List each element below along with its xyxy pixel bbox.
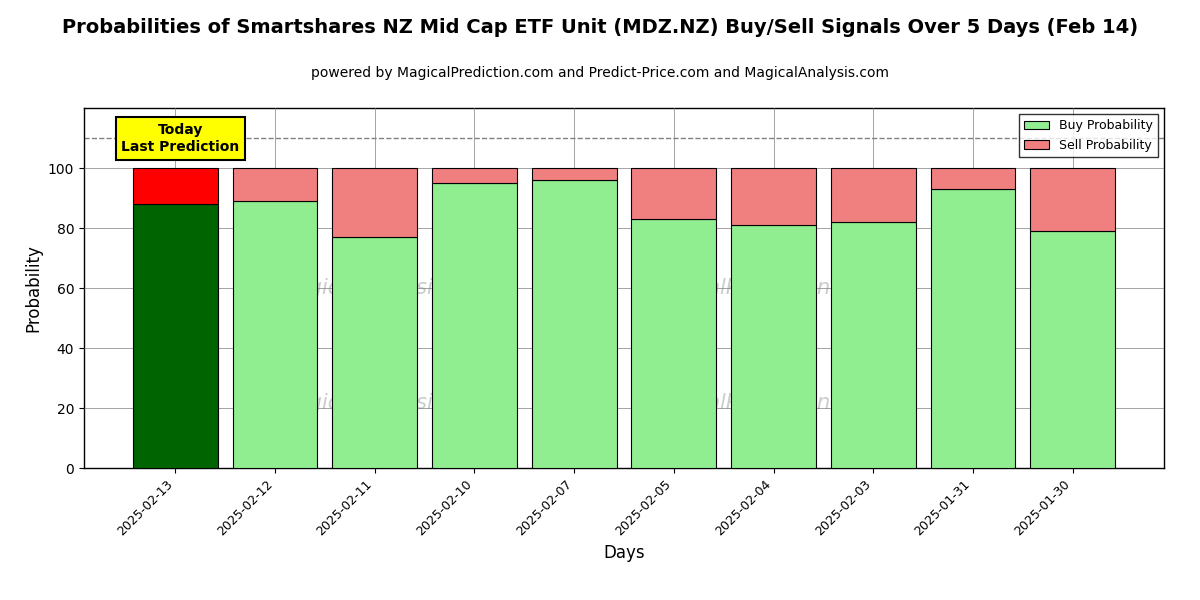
Bar bbox=[133, 168, 218, 204]
Text: Today
Last Prediction: Today Last Prediction bbox=[121, 123, 240, 154]
Text: MagicalAnalysis.com: MagicalAnalysis.com bbox=[278, 393, 494, 413]
Legend: Buy Probability, Sell Probability: Buy Probability, Sell Probability bbox=[1019, 114, 1158, 157]
Text: powered by MagicalPrediction.com and Predict-Price.com and MagicalAnalysis.com: powered by MagicalPrediction.com and Pre… bbox=[311, 66, 889, 80]
Text: MagicalPrediction.com: MagicalPrediction.com bbox=[647, 278, 882, 298]
Bar bbox=[233, 201, 318, 468]
Bar bbox=[532, 180, 617, 468]
Bar bbox=[1030, 168, 1115, 231]
Text: MagicalPrediction.com: MagicalPrediction.com bbox=[647, 393, 882, 413]
Bar bbox=[432, 183, 517, 468]
Text: Probabilities of Smartshares NZ Mid Cap ETF Unit (MDZ.NZ) Buy/Sell Signals Over : Probabilities of Smartshares NZ Mid Cap … bbox=[62, 18, 1138, 37]
Bar bbox=[233, 168, 318, 201]
Bar bbox=[432, 168, 517, 183]
Text: MagicalAnalysis.com: MagicalAnalysis.com bbox=[278, 278, 494, 298]
Bar bbox=[631, 219, 716, 468]
Bar bbox=[133, 204, 218, 468]
Bar bbox=[1030, 231, 1115, 468]
Bar bbox=[930, 168, 1015, 189]
Bar bbox=[631, 168, 716, 219]
Bar bbox=[731, 225, 816, 468]
Y-axis label: Probability: Probability bbox=[24, 244, 42, 332]
Bar bbox=[930, 189, 1015, 468]
Bar bbox=[332, 237, 418, 468]
Bar bbox=[830, 168, 916, 222]
Bar bbox=[332, 168, 418, 237]
X-axis label: Days: Days bbox=[604, 544, 644, 562]
Bar bbox=[731, 168, 816, 225]
Bar bbox=[532, 168, 617, 180]
Bar bbox=[830, 222, 916, 468]
